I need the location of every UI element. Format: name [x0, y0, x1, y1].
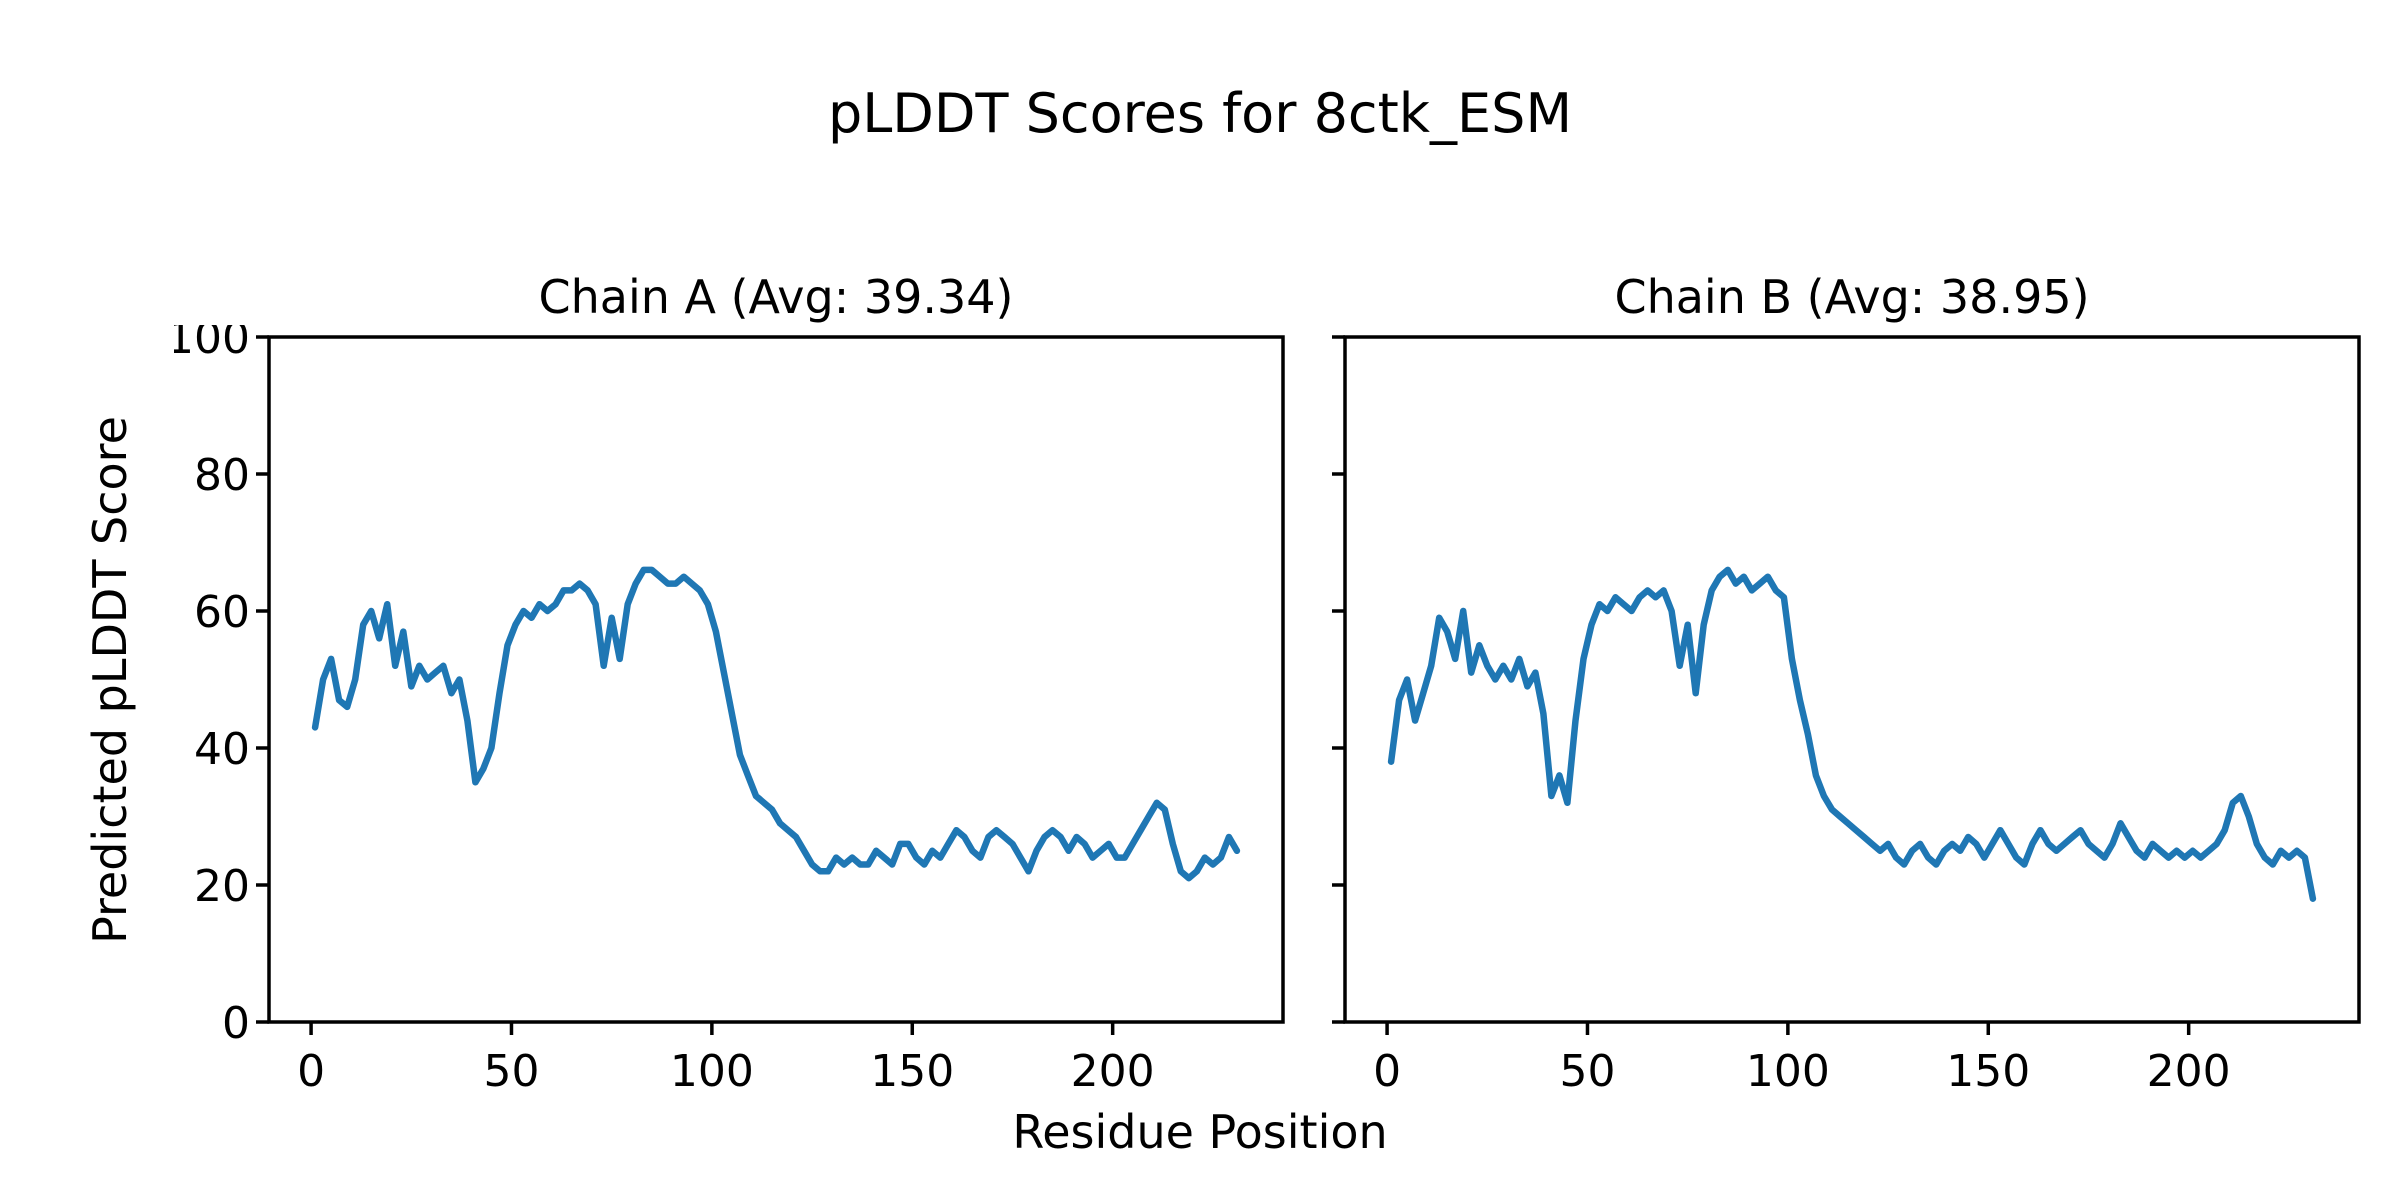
x-tick-label: 50 — [1559, 1046, 1615, 1097]
figure-suptitle: pLDDT Scores for 8ctk_ESM — [827, 82, 1573, 145]
x-tick-label: 0 — [1373, 1046, 1401, 1097]
x-tick-label: 100 — [1746, 1046, 1830, 1097]
axes-frame — [1343, 335, 2361, 1024]
x-tick-label: 100 — [670, 1046, 754, 1097]
subplot-a-axes: 0 50 100 150 200 0 20 40 60 80 100 — [174, 325, 1285, 1097]
y-axis-label: Predicted pLDDT Score — [83, 416, 137, 944]
y-tick-label: 40 — [194, 724, 250, 775]
y-tick-label: 100 — [174, 325, 250, 364]
x-axis-label: Residue Position — [1012, 1105, 1388, 1159]
subplot-b-axes: 0 50 100 150 200 — [1332, 335, 2361, 1097]
y-tick-label: 0 — [222, 998, 250, 1049]
y-tick-label: 20 — [194, 861, 250, 912]
y-tick-label: 80 — [194, 450, 250, 501]
x-tick-label: 200 — [1071, 1046, 1155, 1097]
plddt-line-chain-b — [1387, 566, 2317, 902]
x-tick-label: 200 — [2147, 1046, 2231, 1097]
x-tick-label: 0 — [297, 1046, 325, 1097]
plddt-line-chain-a — [311, 566, 1241, 882]
subplot-a-title: Chain A (Avg: 39.34) — [538, 270, 1014, 324]
subplot-b-title: Chain B (Avg: 38.95) — [1614, 270, 2090, 324]
x-tick-label: 50 — [483, 1046, 539, 1097]
y-tick-label: 60 — [194, 587, 250, 638]
x-tick-label: 150 — [870, 1046, 954, 1097]
axes-frame — [267, 335, 1285, 1024]
x-tick-label: 150 — [1946, 1046, 2030, 1097]
